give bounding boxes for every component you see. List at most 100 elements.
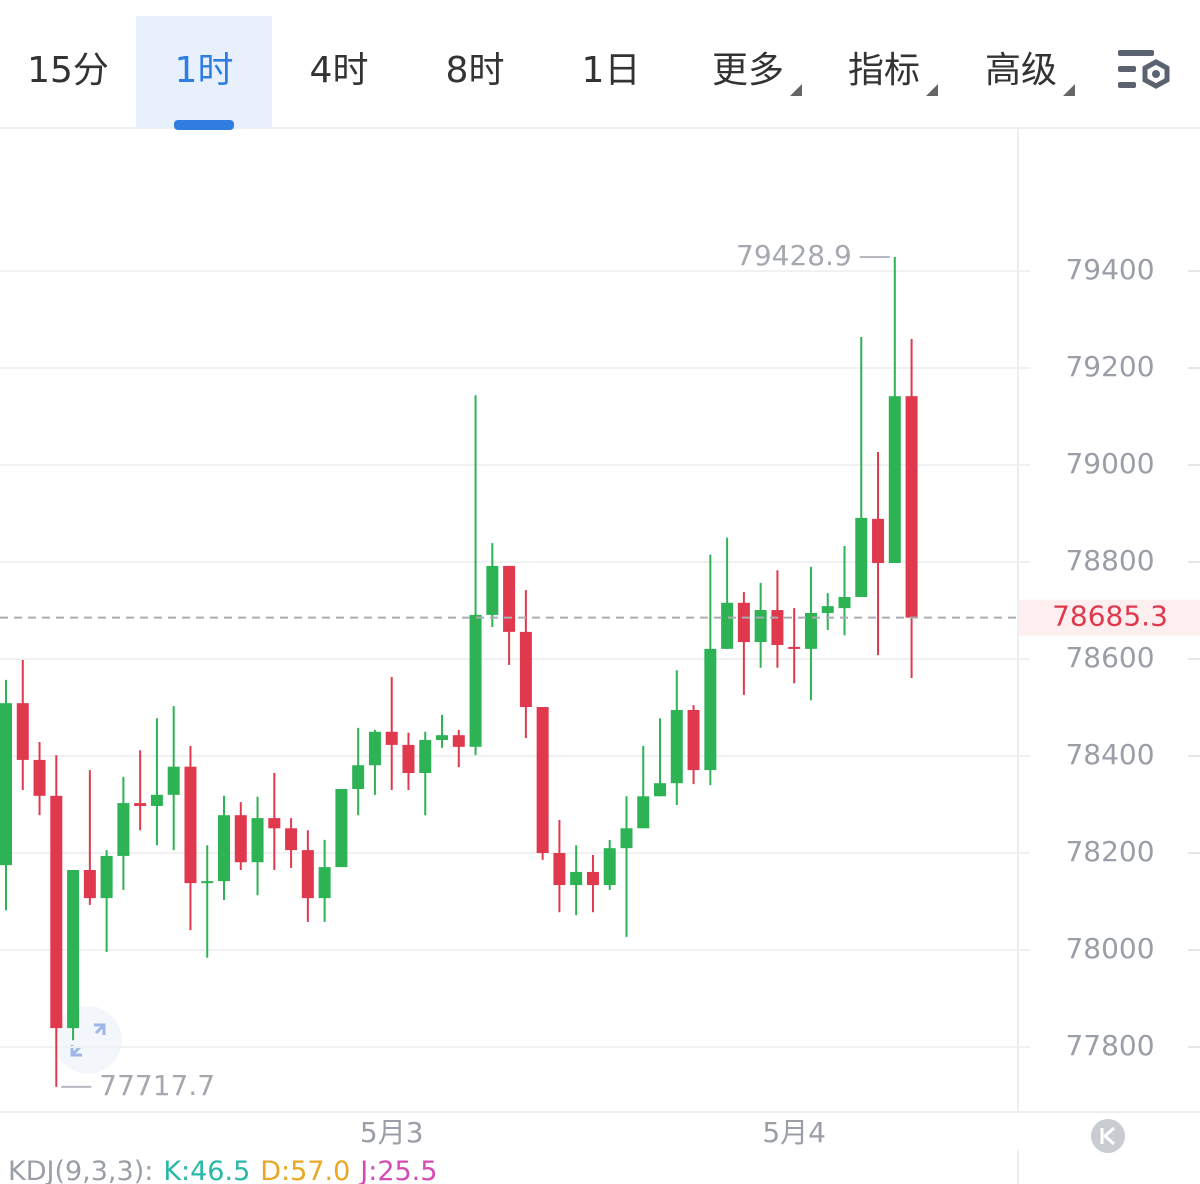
min-label: 77717.7 — [99, 1069, 215, 1102]
y-tick-label: 78800 — [1065, 544, 1154, 577]
candle-body — [218, 815, 231, 882]
indicator-legend: KDJ(9,3,3): K:46.5 D:57.0 J:25.5 — [8, 1156, 437, 1184]
candle-body — [855, 517, 868, 597]
candle-body — [737, 602, 750, 643]
y-tick-label: 78200 — [1065, 835, 1154, 868]
icon-k — [1100, 1126, 1115, 1146]
tab-indicator — [174, 120, 234, 130]
settings-icon[interactable] — [1118, 50, 1170, 89]
icon-arrows — [70, 1023, 106, 1057]
candle-body — [16, 703, 29, 760]
last-price-label: 78685.3 — [1052, 600, 1168, 633]
candle-body — [285, 828, 298, 851]
candle-body — [654, 783, 667, 797]
candle-body — [620, 828, 633, 849]
candle-body — [402, 744, 415, 774]
candle-body — [201, 881, 214, 884]
candle-body — [385, 731, 398, 745]
candle-body — [301, 850, 314, 899]
tab-active-bg — [136, 16, 272, 128]
icon-part — [1118, 82, 1136, 88]
candle-body — [419, 740, 432, 774]
candle-body — [436, 735, 449, 741]
y-tick-label: 78000 — [1065, 932, 1154, 965]
candle-body — [838, 596, 851, 609]
dropdown-triangle — [1063, 84, 1075, 96]
candle-body — [788, 646, 801, 649]
candle-body — [234, 815, 247, 863]
candle-body — [503, 565, 516, 632]
tab[interactable]: 4时 — [310, 50, 369, 91]
icon-part — [1152, 70, 1160, 78]
candle-body — [167, 766, 180, 795]
candle-body — [368, 731, 381, 766]
candle-body — [117, 803, 130, 856]
tab[interactable]: 15分 — [27, 50, 109, 91]
last-price-bg — [1019, 599, 1200, 636]
candle-body — [452, 735, 465, 747]
indicator-value: D:57.0 — [260, 1156, 350, 1184]
candle-body — [553, 853, 566, 886]
candle-body — [670, 709, 683, 784]
candle-body — [33, 759, 46, 796]
indicator-value: K:46.5 — [163, 1156, 250, 1184]
candle-body — [637, 796, 650, 829]
candle-body — [184, 766, 197, 884]
tab[interactable]: 高级 — [985, 50, 1057, 91]
y-tick-label: 78400 — [1065, 738, 1154, 771]
tab[interactable]: 1时 — [175, 50, 234, 91]
icon-bg — [54, 1006, 122, 1074]
candle-body — [50, 795, 63, 1029]
candle-body — [536, 707, 549, 854]
reset-button[interactable] — [1091, 1119, 1125, 1153]
indicator-label: KDJ(9,3,3): — [8, 1156, 153, 1184]
candle-body — [67, 870, 80, 1029]
max-label: 79428.9 — [736, 239, 852, 272]
x-tick-label: 5月3 — [360, 1116, 424, 1149]
candle-body — [721, 602, 734, 649]
dropdown-triangle — [790, 84, 802, 96]
tab[interactable]: 指标 — [848, 50, 920, 91]
candle-body — [771, 610, 784, 645]
y-tick-label: 78600 — [1065, 641, 1154, 674]
candle-body — [318, 867, 331, 899]
candle-body — [821, 606, 834, 613]
icon-part — [1118, 66, 1136, 72]
candle-body — [905, 396, 918, 618]
candle-body — [150, 794, 163, 806]
candle-body — [570, 871, 583, 886]
tab[interactable]: 更多 — [712, 50, 784, 91]
tab[interactable]: 1日 — [582, 50, 641, 91]
candle-body — [335, 789, 348, 868]
candle-body — [469, 614, 482, 747]
y-tick-label: 79200 — [1065, 350, 1154, 383]
icon-bg — [1091, 1119, 1125, 1153]
y-tick-label: 79000 — [1065, 447, 1154, 480]
expand-icon[interactable] — [54, 1006, 122, 1074]
x-tick-label: 5月4 — [762, 1116, 826, 1149]
candle-body — [519, 631, 532, 708]
candle-body — [687, 709, 700, 771]
candle-body — [888, 396, 901, 564]
dropdown-triangle — [926, 84, 938, 96]
candle-body — [83, 870, 96, 899]
candle-body — [586, 871, 599, 886]
y-tick-label: 79400 — [1065, 253, 1154, 286]
candle-body — [754, 610, 767, 643]
candle-body — [603, 848, 616, 886]
candle-body — [486, 565, 499, 615]
candle-body — [872, 518, 885, 564]
candle-body — [100, 855, 113, 899]
candle-body — [804, 612, 817, 649]
candle-body — [352, 765, 365, 790]
y-tick-label: 77800 — [1065, 1029, 1154, 1062]
candle-body — [704, 648, 717, 771]
icon-part — [1118, 50, 1154, 56]
tab[interactable]: 8时 — [446, 50, 505, 91]
candle-body — [268, 818, 281, 829]
indicator-value: J:25.5 — [358, 1156, 437, 1184]
icon-part — [1142, 59, 1170, 89]
candle-body — [134, 803, 147, 806]
